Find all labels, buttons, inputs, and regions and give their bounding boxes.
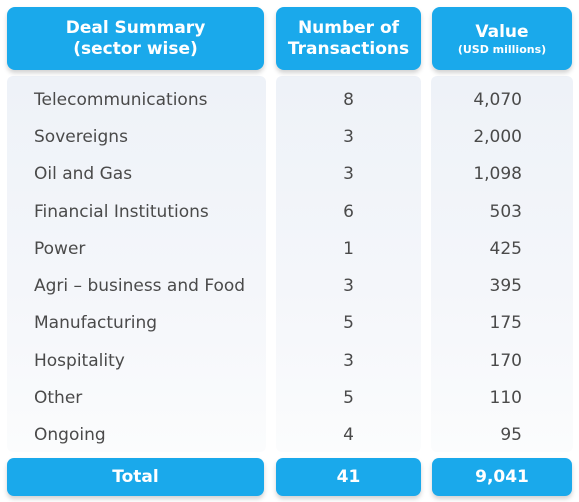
sector-cell: Telecommunications [34, 89, 208, 110]
sector-cell: Ongoing [34, 425, 106, 446]
deal-table-body: Telecommunications 8 4,070 Sovereigns 3 … [0, 81, 579, 454]
sector-cell: Agri – business and Food [34, 276, 246, 297]
table-row: Agri – business and Food 3 395 [0, 267, 579, 304]
value-cell: 1,098 [473, 164, 522, 185]
value-column-bg [431, 76, 573, 452]
sector-header: Deal Summary (sector wise) [7, 7, 264, 70]
table-row: Manufacturing 5 175 [0, 305, 579, 342]
count-cell: 3 [343, 126, 354, 147]
value-cell: 395 [489, 276, 522, 297]
sector-column-bg [7, 76, 266, 452]
sector-cell: Sovereigns [34, 126, 128, 147]
value-header-line2: (USD millions) [457, 42, 547, 56]
sector-cell: Hospitality [34, 350, 125, 371]
table-row: Ongoing 4 95 [0, 417, 579, 454]
value-cell: 95 [500, 425, 522, 446]
total-label: Total [7, 458, 264, 496]
table-row: Telecommunications 8 4,070 [0, 81, 579, 118]
table-row: Hospitality 3 170 [0, 342, 579, 379]
total-count: 41 [276, 458, 421, 496]
value-cell: 175 [489, 313, 522, 334]
count-cell: 5 [343, 313, 354, 334]
sector-cell: Manufacturing [34, 313, 158, 334]
count-cell: 5 [343, 388, 354, 409]
count-header: Number of Transactions [276, 7, 421, 70]
sector-cell: Other [34, 388, 83, 409]
table-row: Other 5 110 [0, 379, 579, 416]
count-cell: 1 [343, 238, 354, 259]
table-row: Power 1 425 [0, 230, 579, 267]
value-cell: 170 [489, 350, 522, 371]
value-header-line1: Value [475, 21, 529, 42]
sector-cell: Power [34, 238, 86, 259]
sector-header-line1: Deal Summary [65, 17, 206, 38]
table-row: Sovereigns 3 2,000 [0, 118, 579, 155]
sector-cell: Financial Institutions [34, 201, 209, 222]
count-cell: 4 [343, 425, 354, 446]
value-cell: 503 [489, 201, 522, 222]
count-cell: 3 [343, 164, 354, 185]
sector-cell: Oil and Gas [34, 164, 133, 185]
count-cell: 8 [343, 89, 354, 110]
table-row: Oil and Gas 3 1,098 [0, 156, 579, 193]
value-cell: 2,000 [473, 126, 522, 147]
count-header-line1: Number of [297, 17, 400, 38]
count-column-bg [276, 76, 421, 452]
value-cell: 110 [489, 388, 522, 409]
value-cell: 425 [489, 238, 522, 259]
count-cell: 6 [343, 201, 354, 222]
count-cell: 3 [343, 276, 354, 297]
table-row: Financial Institutions 6 503 [0, 193, 579, 230]
total-value: 9,041 [432, 458, 572, 496]
sector-header-line2: (sector wise) [73, 38, 198, 59]
value-header: Value (USD millions) [432, 7, 572, 70]
count-header-line2: Transactions [287, 38, 410, 59]
value-cell: 4,070 [473, 89, 522, 110]
count-cell: 3 [343, 350, 354, 371]
